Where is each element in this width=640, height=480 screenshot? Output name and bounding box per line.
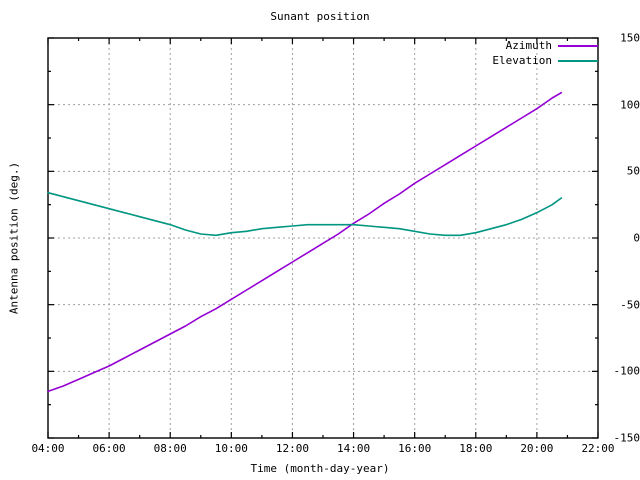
x-tick-label: 06:00 xyxy=(92,442,126,455)
chart-legend: Azimuth Elevation xyxy=(492,38,598,68)
legend-label: Elevation xyxy=(492,54,552,67)
y-tick-label: 150 xyxy=(620,31,640,45)
legend-color-swatch xyxy=(558,59,598,62)
series-line-elevation xyxy=(47,191,563,237)
y-tick-label: -150 xyxy=(613,431,640,445)
x-tick-label: 18:00 xyxy=(459,442,493,455)
legend-label: Azimuth xyxy=(505,39,552,52)
chart-title: Sunant position xyxy=(270,10,370,23)
series-line-azimuth xyxy=(47,91,563,393)
y-tick-label: -100 xyxy=(613,364,640,378)
x-tick-label: 04:00 xyxy=(31,442,65,455)
y-tick-label: 100 xyxy=(620,98,640,112)
x-tick-label: 08:00 xyxy=(153,442,187,455)
x-tick-label: 22:00 xyxy=(581,442,615,455)
x-tick-label: 14:00 xyxy=(336,442,371,455)
y-tick-label: -50 xyxy=(620,298,640,312)
x-tick-label: 10:00 xyxy=(214,442,248,455)
y-tick-label: 50 xyxy=(626,164,640,178)
legend-color-swatch xyxy=(558,44,598,47)
y-tick-label: 0 xyxy=(633,231,640,245)
x-tick-label: 16:00 xyxy=(398,442,432,455)
x-axis-label: Time (month-day-year) xyxy=(250,462,390,475)
x-tick-label: 20:00 xyxy=(520,442,554,455)
x-tick-label: 12:00 xyxy=(275,442,309,455)
legend-item: Elevation xyxy=(492,53,598,68)
legend-item: Azimuth xyxy=(492,38,598,53)
